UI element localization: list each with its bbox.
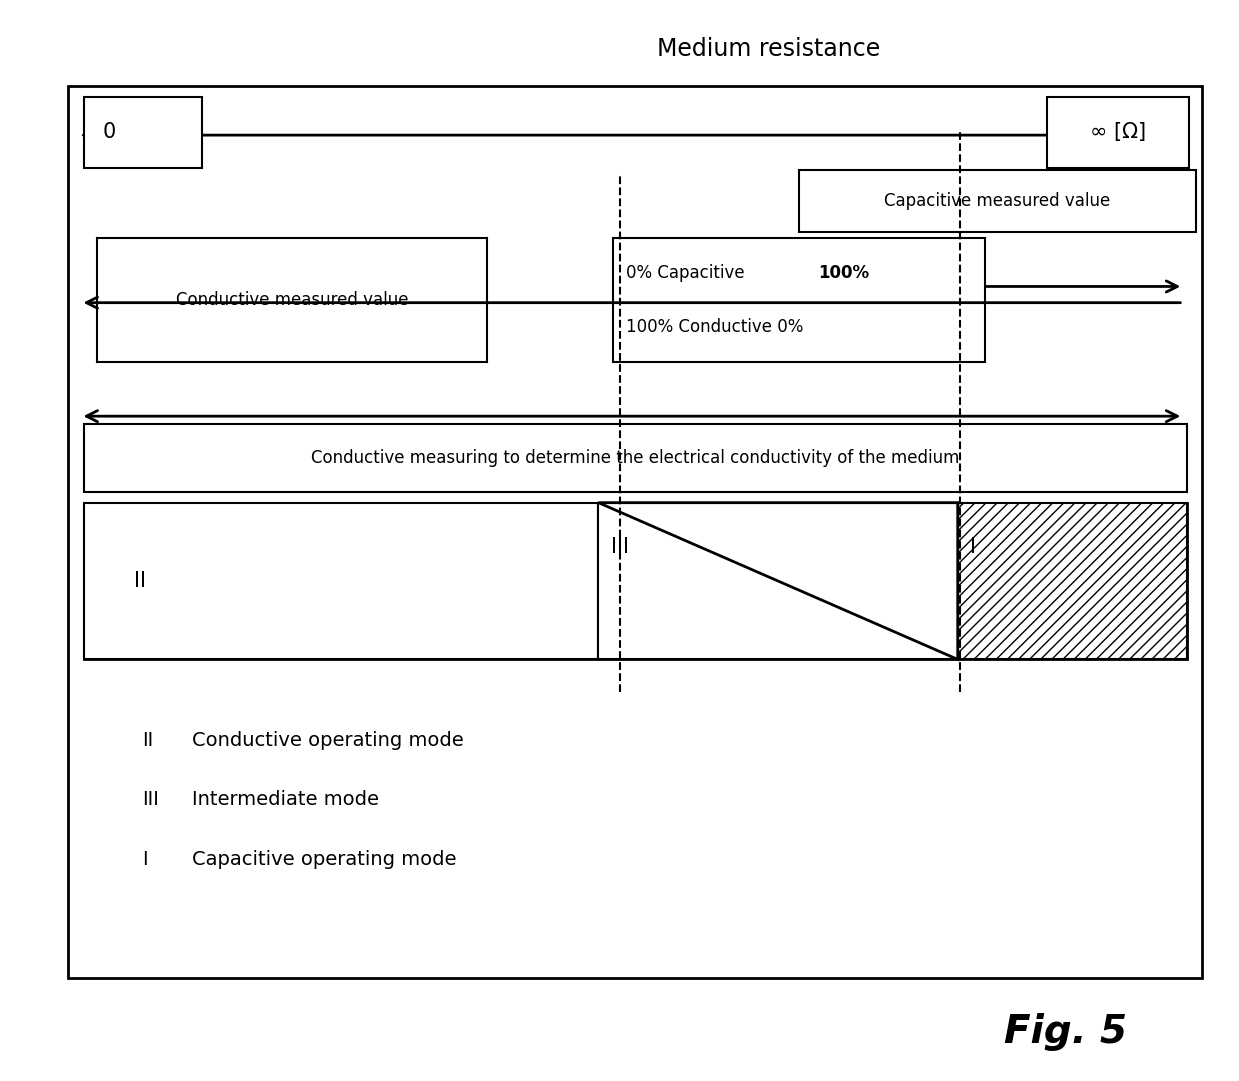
Bar [613,238,985,362]
Text: III: III [142,790,160,810]
Bar [958,503,1187,659]
Text: Conductive measuring to determine the electrical conductivity of the medium: Conductive measuring to determine the el… [311,449,960,467]
Text: 0% Capacitive: 0% Capacitive [626,264,750,282]
Text: Fig. 5: Fig. 5 [1004,1013,1127,1052]
Text: Conductive operating mode: Conductive operating mode [192,731,463,750]
Bar [84,97,202,168]
Text: II: II [142,731,154,750]
Text: I: I [142,850,149,869]
Bar [97,238,487,362]
Bar [84,503,1187,659]
Bar [1047,97,1189,168]
Text: Capacitive measured value: Capacitive measured value [885,192,1110,210]
Text: III: III [611,536,629,557]
Text: Medium resistance: Medium resistance [657,37,880,61]
Bar [84,424,1187,492]
Text: 0: 0 [103,122,116,143]
Text: 100%: 100% [818,264,869,282]
Text: 100% Conductive 0%: 100% Conductive 0% [626,318,803,336]
Text: Capacitive operating mode: Capacitive operating mode [192,850,456,869]
Text: II: II [134,571,146,591]
Text: Intermediate mode: Intermediate mode [192,790,379,810]
Bar [598,503,958,659]
Bar [799,170,1196,232]
Bar [68,86,1202,978]
Bar [84,503,598,659]
Text: ∞ [Ω]: ∞ [Ω] [1090,122,1146,143]
Text: Conductive measured value: Conductive measured value [176,291,408,309]
Text: I: I [970,536,976,557]
